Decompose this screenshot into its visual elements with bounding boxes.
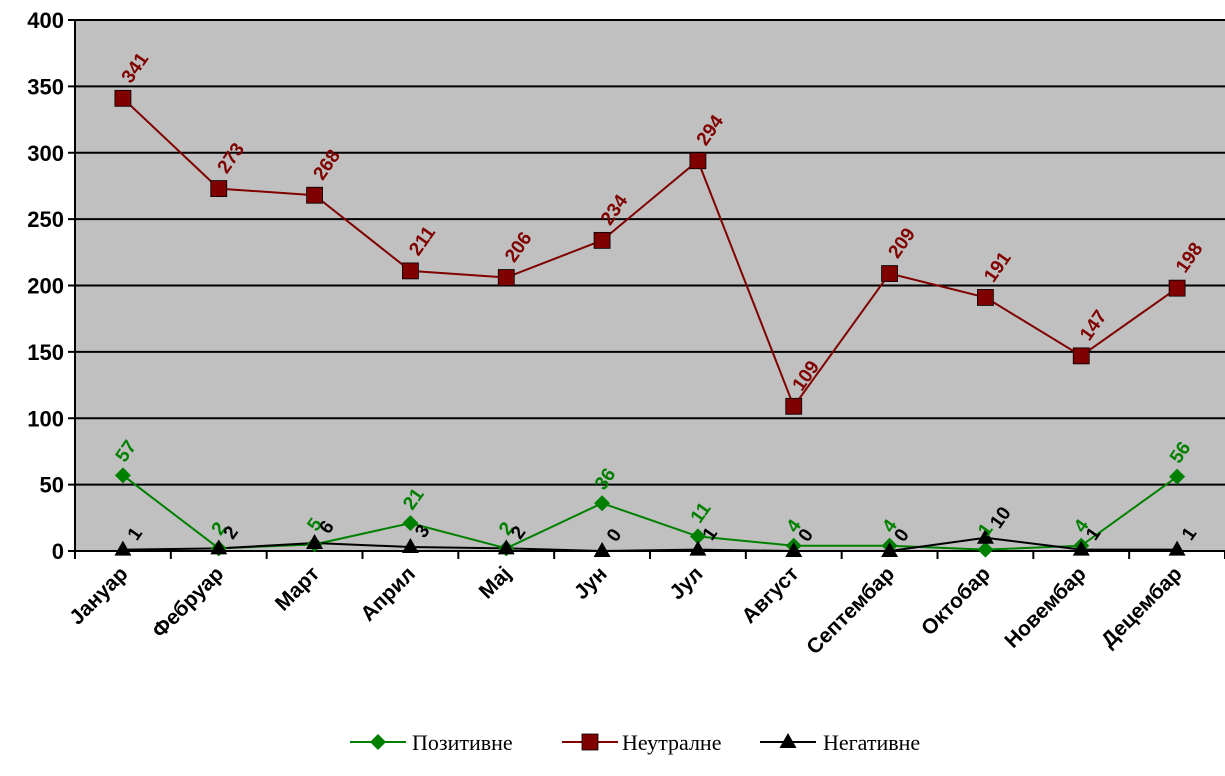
x-tick-label: Мај [475, 562, 516, 603]
marker-neutral [114, 89, 132, 107]
marker-neutral [1072, 347, 1090, 365]
marker-negative [785, 542, 803, 557]
marker-neutral [785, 397, 803, 415]
x-tick-label: Јул [665, 562, 707, 604]
marker-neutral [1168, 279, 1186, 297]
marker-negative [210, 539, 228, 555]
y-tick-label: 0 [52, 539, 64, 564]
marker-negative [114, 540, 132, 556]
x-tick-label: Септембар [802, 562, 899, 659]
y-tick-label: 200 [27, 274, 64, 299]
marker-negative [1168, 540, 1186, 556]
marker-positive [1169, 468, 1186, 485]
legend-label-neutral: Неутралне [622, 730, 721, 755]
series-line-negative [122, 536, 1178, 553]
y-tick-label: 150 [27, 340, 64, 365]
marker-negative [689, 540, 707, 556]
marker-negative [976, 528, 994, 544]
series-lines [122, 97, 1178, 553]
legend-marker-neutral [581, 733, 599, 751]
marker-positive [689, 528, 706, 545]
marker-neutral [881, 265, 898, 282]
marker-negative [497, 539, 515, 555]
x-tick-label: Јануар [65, 562, 132, 629]
y-tick-label: 100 [27, 406, 64, 431]
y-tick-label: 350 [27, 74, 64, 99]
series-line-positive [122, 474, 1178, 551]
x-tick-label: Децембар [1097, 562, 1187, 652]
marker-negative [593, 542, 611, 557]
y-tick-label: 300 [27, 141, 64, 166]
x-tick-label: Фебруар [148, 562, 228, 642]
y-tick-label: 50 [40, 473, 64, 498]
marker-negative [306, 534, 324, 550]
series-markers [114, 89, 1186, 558]
marker-neutral [210, 180, 228, 197]
gridlines [75, 19, 1225, 486]
marker-neutral [689, 152, 707, 170]
legend-label-positive: Позитивне [412, 730, 513, 755]
marker-positive [977, 541, 994, 558]
legend-label-negative: Негативне [823, 730, 920, 755]
marker-negative [881, 542, 899, 557]
marker-neutral [306, 186, 323, 204]
y-axis-ticks: 0 50 100 150 200 250 300 350 400 [27, 8, 64, 564]
marker-neutral [402, 262, 419, 280]
marker-positive [402, 515, 419, 532]
marker-negative [401, 538, 419, 554]
marker-neutral [497, 269, 515, 286]
legend: Позитивне Неутралне Негативне [350, 730, 920, 755]
marker-neutral [977, 289, 994, 306]
x-tick-label: Април [356, 562, 420, 626]
y-tick-label: 400 [27, 8, 64, 33]
x-axis-ticks: Јануар Фебруар Март Април Мај Јун Јул АвгустСеп… [65, 562, 1186, 659]
x-tick-label: Август [738, 562, 804, 628]
x-tick-label: Октобар [917, 562, 995, 640]
legend-marker-negative [779, 733, 797, 748]
marker-positive [594, 495, 611, 512]
x-tick-label: Јун [570, 562, 612, 604]
marker-negative [1072, 540, 1090, 556]
x-tick-label: Новембар [1000, 562, 1090, 652]
marker-positive [114, 467, 131, 484]
series-line-neutral [122, 97, 1178, 409]
legend-marker-positive [370, 734, 386, 750]
marker-neutral [593, 231, 611, 249]
x-tick-label: Март [271, 562, 324, 615]
y-tick-label: 250 [27, 207, 64, 232]
